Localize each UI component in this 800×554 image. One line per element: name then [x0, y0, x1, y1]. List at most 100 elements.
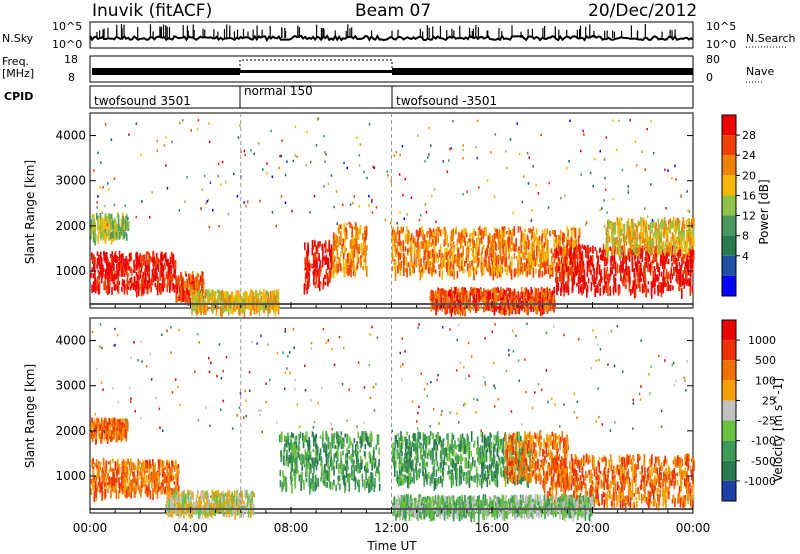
scatter-cell — [339, 263, 342, 272]
scatter-cell — [463, 303, 465, 308]
scatter-cell — [207, 198, 210, 202]
scatter-cell — [176, 477, 179, 487]
scatter-cell — [217, 489, 219, 499]
scatter-cell — [641, 150, 643, 153]
scatter-cell — [606, 211, 608, 214]
scatter-cell — [488, 303, 491, 308]
scatter-cell — [104, 474, 107, 479]
scatter-cell — [127, 458, 129, 465]
scatter-cell — [431, 194, 433, 198]
scatter-cell — [164, 262, 166, 271]
scatter-cell — [105, 268, 107, 280]
scatter-cell — [563, 233, 565, 243]
scatter-cell — [567, 271, 569, 276]
scatter-cell — [435, 236, 437, 246]
scatter-cell — [641, 253, 644, 263]
scatter-cell — [157, 485, 160, 492]
scatter-cell — [605, 136, 608, 139]
scatter-cell — [296, 155, 298, 158]
scatter-cell — [147, 271, 150, 279]
scatter-cell — [582, 129, 584, 133]
scatter-cell — [442, 160, 444, 163]
scatter-cell — [462, 264, 464, 274]
scatter-cell — [443, 239, 446, 247]
scatter-cell — [674, 243, 676, 251]
scatter-cell — [394, 260, 396, 272]
scatter-cell — [117, 214, 120, 224]
scatter-cell — [651, 283, 653, 289]
scatter-cell — [525, 241, 527, 250]
scatter-cell — [344, 234, 346, 243]
scatter-cell — [613, 237, 616, 247]
scatter-cell — [102, 186, 104, 189]
scatter-cell — [662, 283, 665, 294]
scatter-cell — [634, 231, 636, 242]
scatter-cell — [446, 261, 448, 272]
scatter-cell — [417, 241, 420, 248]
scatter-cell — [454, 229, 457, 235]
y-tick-label: 3000 — [55, 174, 86, 188]
scatter-cell — [317, 257, 319, 261]
scatter-cell — [634, 278, 637, 290]
scatter-cell — [587, 260, 589, 265]
scatter-cell — [153, 276, 156, 281]
scatter-cell — [681, 288, 683, 300]
scatter-cell — [472, 306, 475, 311]
scatter-cell — [157, 257, 159, 264]
scatter-cell — [644, 261, 646, 273]
scatter-cell — [660, 271, 663, 277]
scatter-cell — [146, 264, 149, 275]
scatter-cell — [574, 270, 576, 275]
scatter-cell — [93, 214, 95, 222]
cpid-segment-1: twofsound 3501 — [94, 94, 191, 108]
scatter-cell — [614, 266, 616, 270]
scatter-cell — [189, 285, 192, 296]
scatter-cell — [286, 160, 288, 163]
scatter-cell — [604, 249, 606, 253]
scatter-cell — [340, 223, 343, 230]
scatter-cell — [314, 240, 316, 246]
scatter-cell — [533, 248, 536, 260]
scatter-cell — [154, 462, 156, 473]
scatter-cell — [541, 245, 544, 252]
scatter-cell — [400, 242, 402, 252]
scatter-cell — [334, 235, 337, 241]
scatter-cell — [345, 264, 348, 275]
scatter-cell — [96, 485, 99, 492]
scatter-cell — [691, 261, 694, 266]
scatter-cell — [511, 229, 514, 238]
scatter-cell — [406, 226, 408, 232]
scatter-cell — [304, 257, 306, 265]
scatter-cell — [155, 481, 158, 488]
scatter-cell — [447, 264, 449, 276]
scatter-cell — [453, 244, 456, 249]
scatter-cell — [359, 225, 362, 235]
scatter-cell — [511, 256, 513, 268]
scatter-cell — [146, 260, 149, 267]
scatter-cell — [140, 153, 142, 157]
scatter-cell — [250, 508, 252, 519]
scatter-cell — [631, 257, 633, 267]
scatter-cell — [427, 240, 429, 246]
scatter-cell — [420, 214, 422, 217]
scatter-cell — [132, 462, 135, 470]
scatter-cell — [291, 209, 293, 213]
scatter-cell — [562, 244, 565, 253]
scatter-cell — [98, 481, 100, 486]
scatter-cell — [135, 485, 137, 492]
scatter-cell — [529, 260, 532, 270]
scatter-cell — [520, 239, 522, 246]
scatter-cell — [165, 465, 167, 469]
scatter-cell — [462, 156, 464, 160]
scatter-cell — [140, 286, 143, 297]
scatter-cell — [176, 296, 179, 303]
scatter-cell — [225, 291, 228, 299]
scatter-cell — [151, 474, 153, 483]
scatter-cell — [110, 233, 113, 245]
scatter-cell — [403, 217, 405, 220]
scatter-cell — [483, 302, 486, 313]
scatter-cell — [663, 279, 666, 284]
scatter-cell — [493, 287, 495, 293]
scatter-cell — [101, 480, 103, 491]
scatter-cell — [647, 246, 650, 254]
